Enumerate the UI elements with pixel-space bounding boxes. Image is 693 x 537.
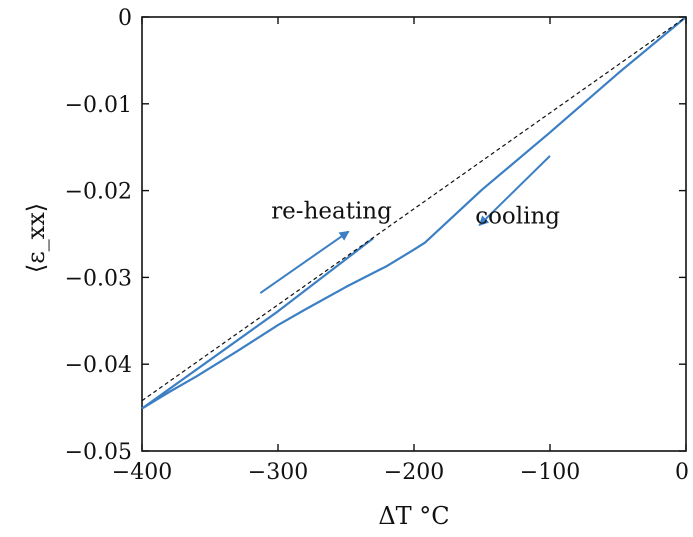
y-axis-label: ⟨ε_xx⟩: [22, 203, 50, 273]
ticks: −400 −300 −200 −100 00−0.01−0.02−0.03−0.04−0…: [65, 6, 689, 485]
x-tick-label: −100: [520, 460, 580, 485]
y-tick-label: −0.01: [65, 93, 132, 118]
plot-area: [142, 17, 686, 451]
y-tick-label: 0: [118, 6, 132, 31]
x-tick-label: −300: [248, 460, 308, 485]
plot-frame: [142, 17, 686, 451]
annotation-label-0: re-heating: [271, 198, 392, 224]
annotation-label-1: cooling: [475, 204, 560, 230]
y-tick-label: −0.05: [65, 440, 132, 465]
y-tick-label: −0.02: [65, 180, 132, 205]
x-axis-label: ΔT °C: [378, 502, 449, 530]
y-tick-label: −0.03: [65, 266, 132, 291]
annotations: re-heating cooling: [260, 156, 560, 293]
y-tick-label: −0.04: [65, 353, 132, 378]
x-tick-label: −200: [384, 460, 444, 485]
direction-arrow-0: [260, 231, 348, 293]
series-line-2: [142, 17, 686, 401]
series-line-1: [142, 238, 373, 408]
x-tick-label: 0: [675, 460, 689, 485]
